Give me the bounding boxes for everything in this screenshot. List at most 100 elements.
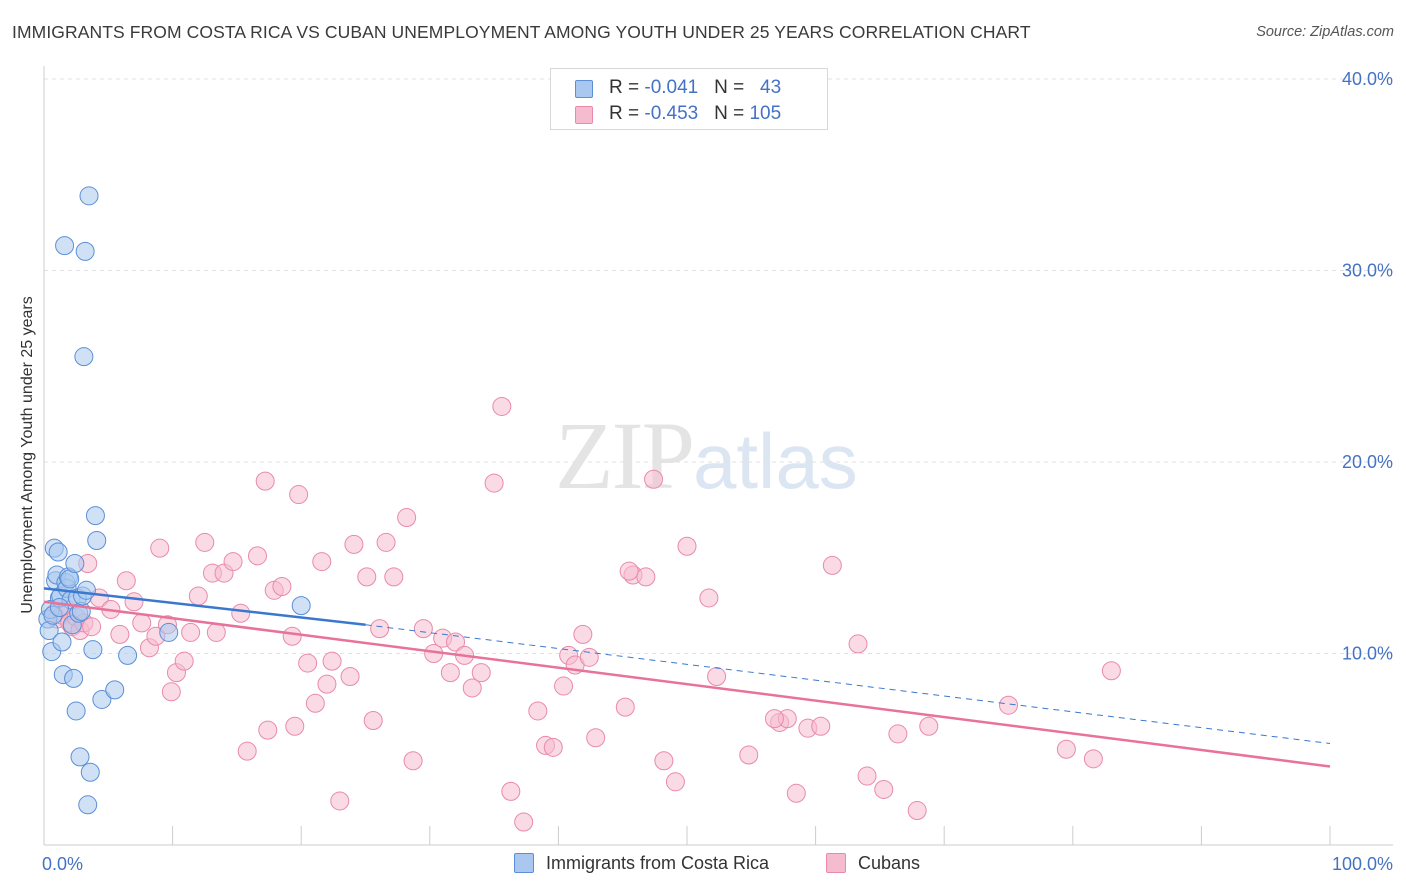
costa-rica-point	[118, 645, 138, 665]
cubans-point	[999, 695, 1018, 715]
tick-labels: 10.0% 20.0% 30.0% 40.0% 0.0% 100.0%	[42, 69, 1393, 874]
costa-rica-point	[64, 668, 84, 688]
cubans-point	[528, 701, 548, 721]
cubans-point	[619, 561, 639, 581]
r-label: R =	[609, 77, 645, 98]
r-label: R =	[609, 103, 645, 124]
trend-lines	[43, 587, 1331, 768]
cubans-point	[446, 632, 466, 652]
n-value: 105	[749, 103, 782, 124]
cubans-point	[501, 781, 521, 801]
costa-rica-point	[75, 241, 95, 261]
n-value: 43	[760, 77, 782, 98]
cubans-point	[677, 536, 697, 556]
cubans-point	[174, 651, 194, 671]
costa-rica-point	[105, 680, 125, 700]
cubans-point	[150, 538, 170, 558]
cubans-point	[707, 666, 727, 686]
y-tick-label: 10.0%	[1342, 644, 1393, 664]
cubans-point	[258, 720, 278, 740]
cubans-point	[322, 651, 342, 671]
costa-rica-trend-extension	[365, 624, 1331, 745]
costa-rica-trend-line	[43, 587, 366, 627]
cubans-point	[255, 471, 275, 491]
costa-rica-point	[55, 236, 75, 256]
cubans-point	[384, 567, 404, 587]
cubans-point	[579, 647, 599, 667]
correlation-legend: R = -0.041 N = 43 R = -0.453 N = 105	[550, 68, 828, 130]
r-value: -0.041	[644, 77, 699, 98]
cubans-point	[124, 592, 144, 612]
cubans-point	[919, 716, 939, 736]
cubans-point	[363, 711, 383, 731]
costa-rica-point	[159, 622, 179, 642]
costa-rica-point	[92, 689, 112, 709]
cubans-point	[195, 532, 215, 552]
chart-title: IMMIGRANTS FROM COSTA RICA VS CUBAN UNEM…	[12, 22, 1031, 42]
cubans-point	[397, 508, 417, 528]
cubans-point	[223, 552, 243, 572]
cubans-point	[1101, 661, 1121, 681]
cubans-point	[289, 485, 309, 505]
cubans-point	[644, 469, 664, 489]
cubans-point	[161, 682, 181, 702]
cubans-point	[132, 613, 152, 633]
cubans-point	[1083, 749, 1103, 769]
cubans-point	[699, 588, 719, 608]
pink-swatch	[826, 853, 846, 873]
cubans-point	[285, 716, 305, 736]
cubans-point	[206, 622, 226, 642]
cubans-point	[654, 751, 674, 771]
cubans-point	[615, 697, 635, 717]
y-tick-label: 30.0%	[1342, 261, 1393, 281]
y-tick-label: 40.0%	[1342, 69, 1393, 89]
r-value: -0.453	[644, 103, 699, 124]
cubans-point	[272, 576, 292, 596]
cubans-point	[231, 603, 251, 623]
legend-label: Immigrants from Costa Rica	[546, 853, 770, 873]
cubans-point	[376, 532, 396, 552]
costa-rica-point	[83, 640, 103, 660]
cubans-point	[181, 622, 201, 642]
cubans-point	[786, 783, 806, 803]
n-label: N =	[714, 103, 750, 124]
cubans-point	[188, 586, 208, 606]
cubans-point	[848, 634, 868, 654]
cubans-point	[340, 666, 360, 686]
cubans-point	[330, 791, 350, 811]
cubans-point	[888, 724, 908, 744]
n-label: N =	[714, 77, 750, 98]
cubans-point	[907, 801, 927, 821]
source-label: Source: ZipAtlas.com	[1256, 24, 1394, 40]
y-tick-label: 20.0%	[1342, 452, 1393, 472]
cubans-point	[237, 741, 257, 761]
cubans-point	[874, 779, 894, 799]
cubans-point	[312, 552, 332, 572]
costa-rica-point	[49, 598, 69, 618]
cubans-point	[344, 534, 364, 554]
cubans-point	[462, 678, 482, 698]
cubans-point	[471, 663, 491, 683]
cubans-point	[298, 653, 318, 673]
costa-rica-point	[79, 186, 99, 206]
costa-rica-point	[78, 795, 98, 815]
cubans-point	[317, 674, 337, 694]
cubans-point	[665, 772, 685, 792]
cubans-point	[403, 751, 423, 771]
costa-rica-point	[52, 632, 72, 652]
cubans-point	[282, 626, 302, 646]
costa-rica-point	[76, 580, 96, 600]
blue-swatch	[514, 853, 534, 873]
grid-lines	[44, 78, 1393, 654]
cubans-point	[82, 617, 102, 637]
costa-rica-point	[48, 542, 68, 562]
cubans-point	[822, 555, 842, 575]
series-costa-rica-points	[38, 186, 311, 815]
pink-swatch	[575, 106, 593, 124]
cubans-point	[357, 567, 377, 587]
cubans-point	[543, 737, 563, 757]
cubans-point	[573, 624, 593, 644]
cubans-trend-line	[43, 600, 1331, 768]
cubans-point	[370, 619, 390, 639]
